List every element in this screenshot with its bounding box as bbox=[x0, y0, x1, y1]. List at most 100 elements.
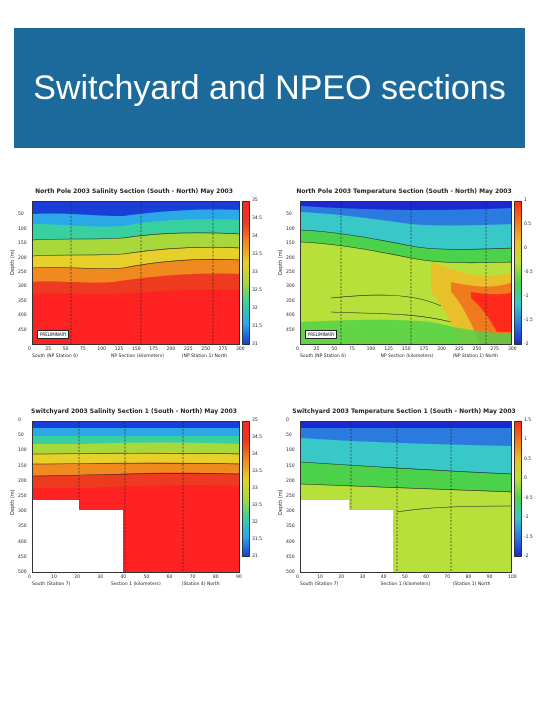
colorbar-tick-label: 33 bbox=[252, 270, 258, 275]
x-axis-label: Section 1 (kilometers) bbox=[111, 582, 161, 587]
y-tick-label: 500 bbox=[18, 570, 27, 575]
y-axis-label: Depth (m) bbox=[278, 249, 284, 275]
x-tick-label: 20 bbox=[338, 575, 345, 580]
y-tick-label: 400 bbox=[286, 313, 295, 319]
x-tick-label: 25 bbox=[45, 347, 52, 352]
x-tick-label: 200 bbox=[166, 347, 176, 352]
y-tick-label: 400 bbox=[286, 539, 295, 545]
y-tick-label: 100 bbox=[286, 448, 295, 454]
colorbar-tick-label: -1.5 bbox=[524, 318, 533, 323]
colorbar-tick-label: 33 bbox=[252, 486, 258, 491]
y-tick-label: 350 bbox=[18, 524, 27, 530]
x-tick-label: 40 bbox=[380, 575, 387, 580]
x-axis-label: South (NP Station 6) bbox=[300, 354, 346, 359]
x-axis-label: (NP Station 1) North bbox=[452, 354, 498, 359]
colorbar-tick-label: 31 bbox=[252, 342, 258, 347]
colorbar bbox=[514, 421, 522, 557]
x-tick-label: 80 bbox=[212, 575, 219, 580]
x-tick-label: 50 bbox=[331, 347, 338, 352]
colorbar-tick-label: 31.5 bbox=[252, 537, 263, 542]
y-tick-label: 400 bbox=[18, 313, 27, 319]
y-tick-label: 250 bbox=[286, 494, 295, 499]
colorbar-tick-label: 0.5 bbox=[524, 456, 532, 462]
preliminary-label: PRELIMINARY bbox=[305, 330, 338, 339]
colorbar bbox=[514, 201, 522, 345]
x-tick-label: 80 bbox=[465, 575, 472, 580]
colorbar-tick-label: 0 bbox=[524, 246, 527, 251]
colorbar-tick-label: -2 bbox=[524, 342, 529, 347]
y-axis-label: Depth (m) bbox=[10, 489, 16, 515]
x-tick-label: 40 bbox=[120, 575, 127, 580]
y-tick-label: 250 bbox=[286, 270, 295, 275]
colorbar-tick-label: -1 bbox=[524, 515, 529, 521]
y-tick-label: 150 bbox=[286, 241, 295, 247]
y-tick-label: 50 bbox=[18, 212, 24, 218]
y-tick-label: 450 bbox=[286, 327, 295, 333]
x-tick-label: 75 bbox=[349, 347, 355, 352]
switchyard-temperature-section-figure: Switchyard 2003 Temperature Section 1 (S… bbox=[276, 405, 533, 595]
x-tick-label: 275 bbox=[490, 347, 499, 352]
section-plot: PRELIMINARY bbox=[32, 201, 240, 345]
colorbar-tick-label: 1.5 bbox=[524, 418, 532, 423]
section-plot bbox=[32, 421, 240, 573]
x-tick-label: 50 bbox=[402, 575, 408, 580]
title-banner: Switchyard and NPEO sections bbox=[14, 28, 525, 148]
colorbar-tick-label: 32.5 bbox=[252, 288, 263, 293]
x-tick-label: 100 bbox=[97, 347, 106, 352]
section-plot: PRELIMINARY bbox=[300, 201, 512, 345]
x-tick-label: 10 bbox=[317, 575, 323, 580]
section-plot bbox=[300, 421, 512, 573]
y-tick-label: 150 bbox=[18, 241, 27, 247]
y-tick-label: 0 bbox=[286, 418, 289, 423]
colorbar-tick-label: -1.5 bbox=[524, 534, 533, 540]
x-tick-label: 30 bbox=[97, 575, 104, 580]
x-tick-label: 150 bbox=[402, 347, 411, 352]
x-tick-label: 100 bbox=[366, 347, 376, 352]
colorbar-tick-label: 33.5 bbox=[252, 469, 263, 474]
colorbar-tick-label: 35 bbox=[252, 418, 258, 423]
colorbar bbox=[242, 421, 250, 557]
y-tick-label: 250 bbox=[18, 270, 27, 275]
colorbar-tick-label: 35 bbox=[252, 198, 258, 203]
y-tick-label: 50 bbox=[18, 433, 24, 439]
figure-title: North Pole 2003 Temperature Section (Sou… bbox=[296, 188, 512, 195]
colorbar bbox=[242, 201, 250, 345]
colorbar-tick-label: 34.5 bbox=[252, 435, 263, 440]
y-tick-label: 350 bbox=[286, 298, 295, 304]
y-tick-label: 300 bbox=[286, 284, 295, 290]
colorbar-tick-label: 31.5 bbox=[252, 324, 263, 329]
x-tick-label: 200 bbox=[437, 347, 446, 352]
y-tick-label: 500 bbox=[286, 570, 295, 575]
slide-title: Switchyard and NPEO sections bbox=[33, 68, 506, 107]
colorbar-tick-label: 0.5 bbox=[524, 222, 532, 227]
x-tick-label: 0 bbox=[28, 347, 31, 352]
np-temperature-section-figure: North Pole 2003 Temperature Section (Sou… bbox=[276, 185, 533, 375]
colorbar-tick-label: 34 bbox=[252, 234, 258, 239]
x-tick-label: 0 bbox=[28, 575, 31, 580]
y-tick-label: 350 bbox=[18, 298, 27, 304]
y-tick-label: 100 bbox=[18, 226, 27, 232]
y-tick-label: 250 bbox=[18, 494, 27, 499]
y-tick-label: 100 bbox=[18, 448, 27, 454]
x-tick-label: 225 bbox=[455, 347, 464, 352]
y-tick-label: 300 bbox=[18, 509, 27, 515]
np-salinity-section-figure: North Pole 2003 Salinity Section (South … bbox=[8, 185, 263, 375]
x-tick-label: 60 bbox=[423, 575, 429, 580]
x-tick-label: 250 bbox=[472, 347, 482, 352]
y-tick-label: 50 bbox=[286, 433, 292, 439]
figure-title: North Pole 2003 Salinity Section (South … bbox=[35, 188, 233, 195]
colorbar-tick-label: -2 bbox=[524, 554, 529, 559]
colorbar-tick-label: 32 bbox=[252, 520, 258, 525]
salinity-contour-field bbox=[33, 422, 239, 572]
colorbar-tick-label: 34 bbox=[252, 452, 258, 457]
x-tick-label: 125 bbox=[384, 347, 393, 352]
switchyard-salinity-section-figure: Switchyard 2003 Salinity Section 1 (Sout… bbox=[8, 405, 263, 595]
x-tick-label: 75 bbox=[80, 347, 86, 352]
y-tick-label: 150 bbox=[18, 463, 27, 469]
preliminary-label: PRELIMINARY bbox=[37, 330, 70, 339]
temperature-contour-field bbox=[301, 202, 511, 344]
x-axis-label: South (NP Station 6) bbox=[32, 354, 78, 359]
x-axis-label: South (Station 7) bbox=[32, 582, 71, 587]
y-tick-label: 50 bbox=[286, 212, 292, 218]
x-tick-label: 300 bbox=[236, 347, 245, 352]
